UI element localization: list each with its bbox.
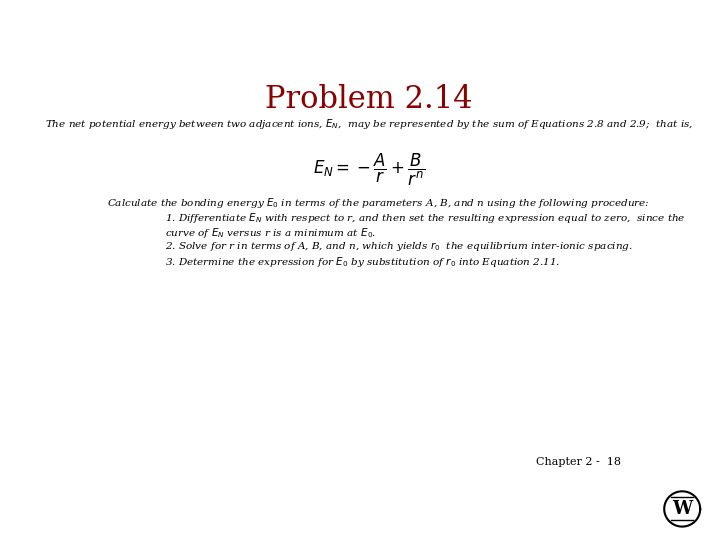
- Text: Chapter 2 -  18: Chapter 2 - 18: [536, 457, 621, 467]
- Text: Problem 2.14: Problem 2.14: [265, 84, 473, 114]
- Text: 3. Determine the expression for $E_0$ by substitution of $r_0$ into Equation 2.1: 3. Determine the expression for $E_0$ by…: [166, 255, 561, 269]
- Text: The net potential energy between two adjacent ions, $E_N$,  may be represented b: The net potential energy between two adj…: [45, 117, 693, 131]
- Text: W: W: [672, 500, 692, 518]
- Text: 2. Solve for r in terms of A, B, and n, which yields $r_0$  the equilibrium inte: 2. Solve for r in terms of A, B, and n, …: [166, 240, 633, 253]
- Text: Calculate the bonding energy $E_0$ in terms of the parameters A, B, and n using : Calculate the bonding energy $E_0$ in te…: [107, 196, 649, 210]
- Text: curve of $E_N$ versus r is a minimum at $E_0$.: curve of $E_N$ versus r is a minimum at …: [166, 226, 377, 240]
- Text: 1. Differentiate $E_N$ with respect to r, and then set the resulting expression : 1. Differentiate $E_N$ with respect to r…: [166, 211, 686, 225]
- Text: $E_N = -\dfrac{A}{r} + \dfrac{B}{r^n}$: $E_N = -\dfrac{A}{r} + \dfrac{B}{r^n}$: [313, 152, 425, 188]
